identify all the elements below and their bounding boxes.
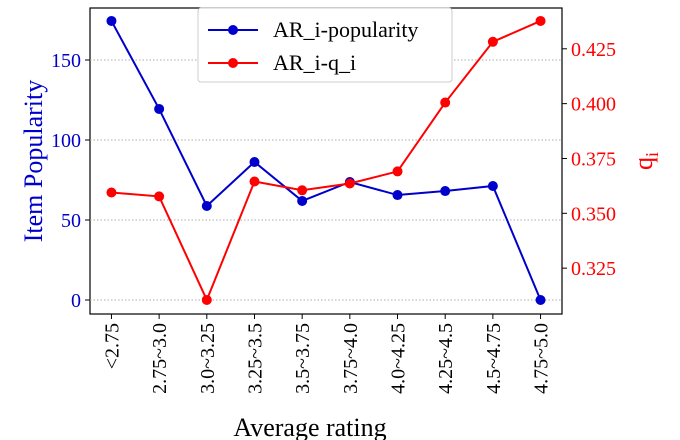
y2-tick-label: 0.325 [571, 258, 616, 280]
legend-marker [228, 25, 238, 35]
point [297, 185, 308, 196]
y2-axis-label: qi [629, 152, 662, 170]
x-tick-label: 4.75~5.0 [531, 323, 553, 394]
y-tick-label: 0 [71, 290, 81, 312]
point [154, 191, 165, 202]
x-tick-label: 4.5~4.75 [483, 323, 505, 394]
point [154, 103, 165, 114]
point [201, 294, 212, 305]
x-tick-label: 2.75~3.0 [149, 323, 171, 394]
point [392, 190, 403, 201]
point [440, 97, 451, 108]
y2-tick-label: 0.375 [571, 148, 616, 170]
point [201, 201, 212, 211]
y2-label-sub: i [642, 152, 662, 157]
x-tick-label: 3.0~3.25 [197, 323, 219, 394]
legend-label: AR_i-q_i [273, 50, 356, 75]
point [297, 195, 308, 206]
legend-box [197, 7, 453, 83]
point [440, 186, 451, 197]
point [535, 295, 546, 305]
x-tick-label: 4.0~4.25 [388, 323, 410, 394]
series-line [111, 20, 541, 303]
point [249, 176, 260, 187]
point [487, 181, 498, 191]
y-tick-label: 50 [61, 210, 81, 232]
x-tick-label: 4.25~4.5 [435, 323, 457, 394]
y-tick-label: 150 [51, 50, 81, 72]
y2-label-base: q [629, 157, 658, 170]
point [106, 15, 117, 26]
point [106, 187, 117, 198]
point [487, 36, 498, 47]
x-tick-label: 3.25~3.5 [244, 323, 266, 394]
x-tick-label: <2.75 [101, 323, 123, 369]
y2-tick-label: 0.350 [571, 203, 616, 225]
legend-marker [228, 58, 238, 68]
point [249, 157, 260, 167]
y-tick-label: 100 [51, 130, 81, 152]
x-axis-label: Average rating [233, 413, 386, 440]
y2-tick-label: 0.425 [571, 39, 616, 61]
x-tick-label: 3.5~3.75 [292, 323, 314, 394]
point [392, 166, 403, 177]
point [344, 178, 355, 189]
y-axis-label: Item Popularity [19, 80, 48, 242]
legend-label: AR_i-popularity [273, 17, 418, 42]
y2-tick-label: 0.400 [571, 94, 616, 116]
series-line [110, 20, 542, 301]
x-tick-label: 3.75~4.0 [340, 323, 362, 394]
point [535, 15, 546, 26]
